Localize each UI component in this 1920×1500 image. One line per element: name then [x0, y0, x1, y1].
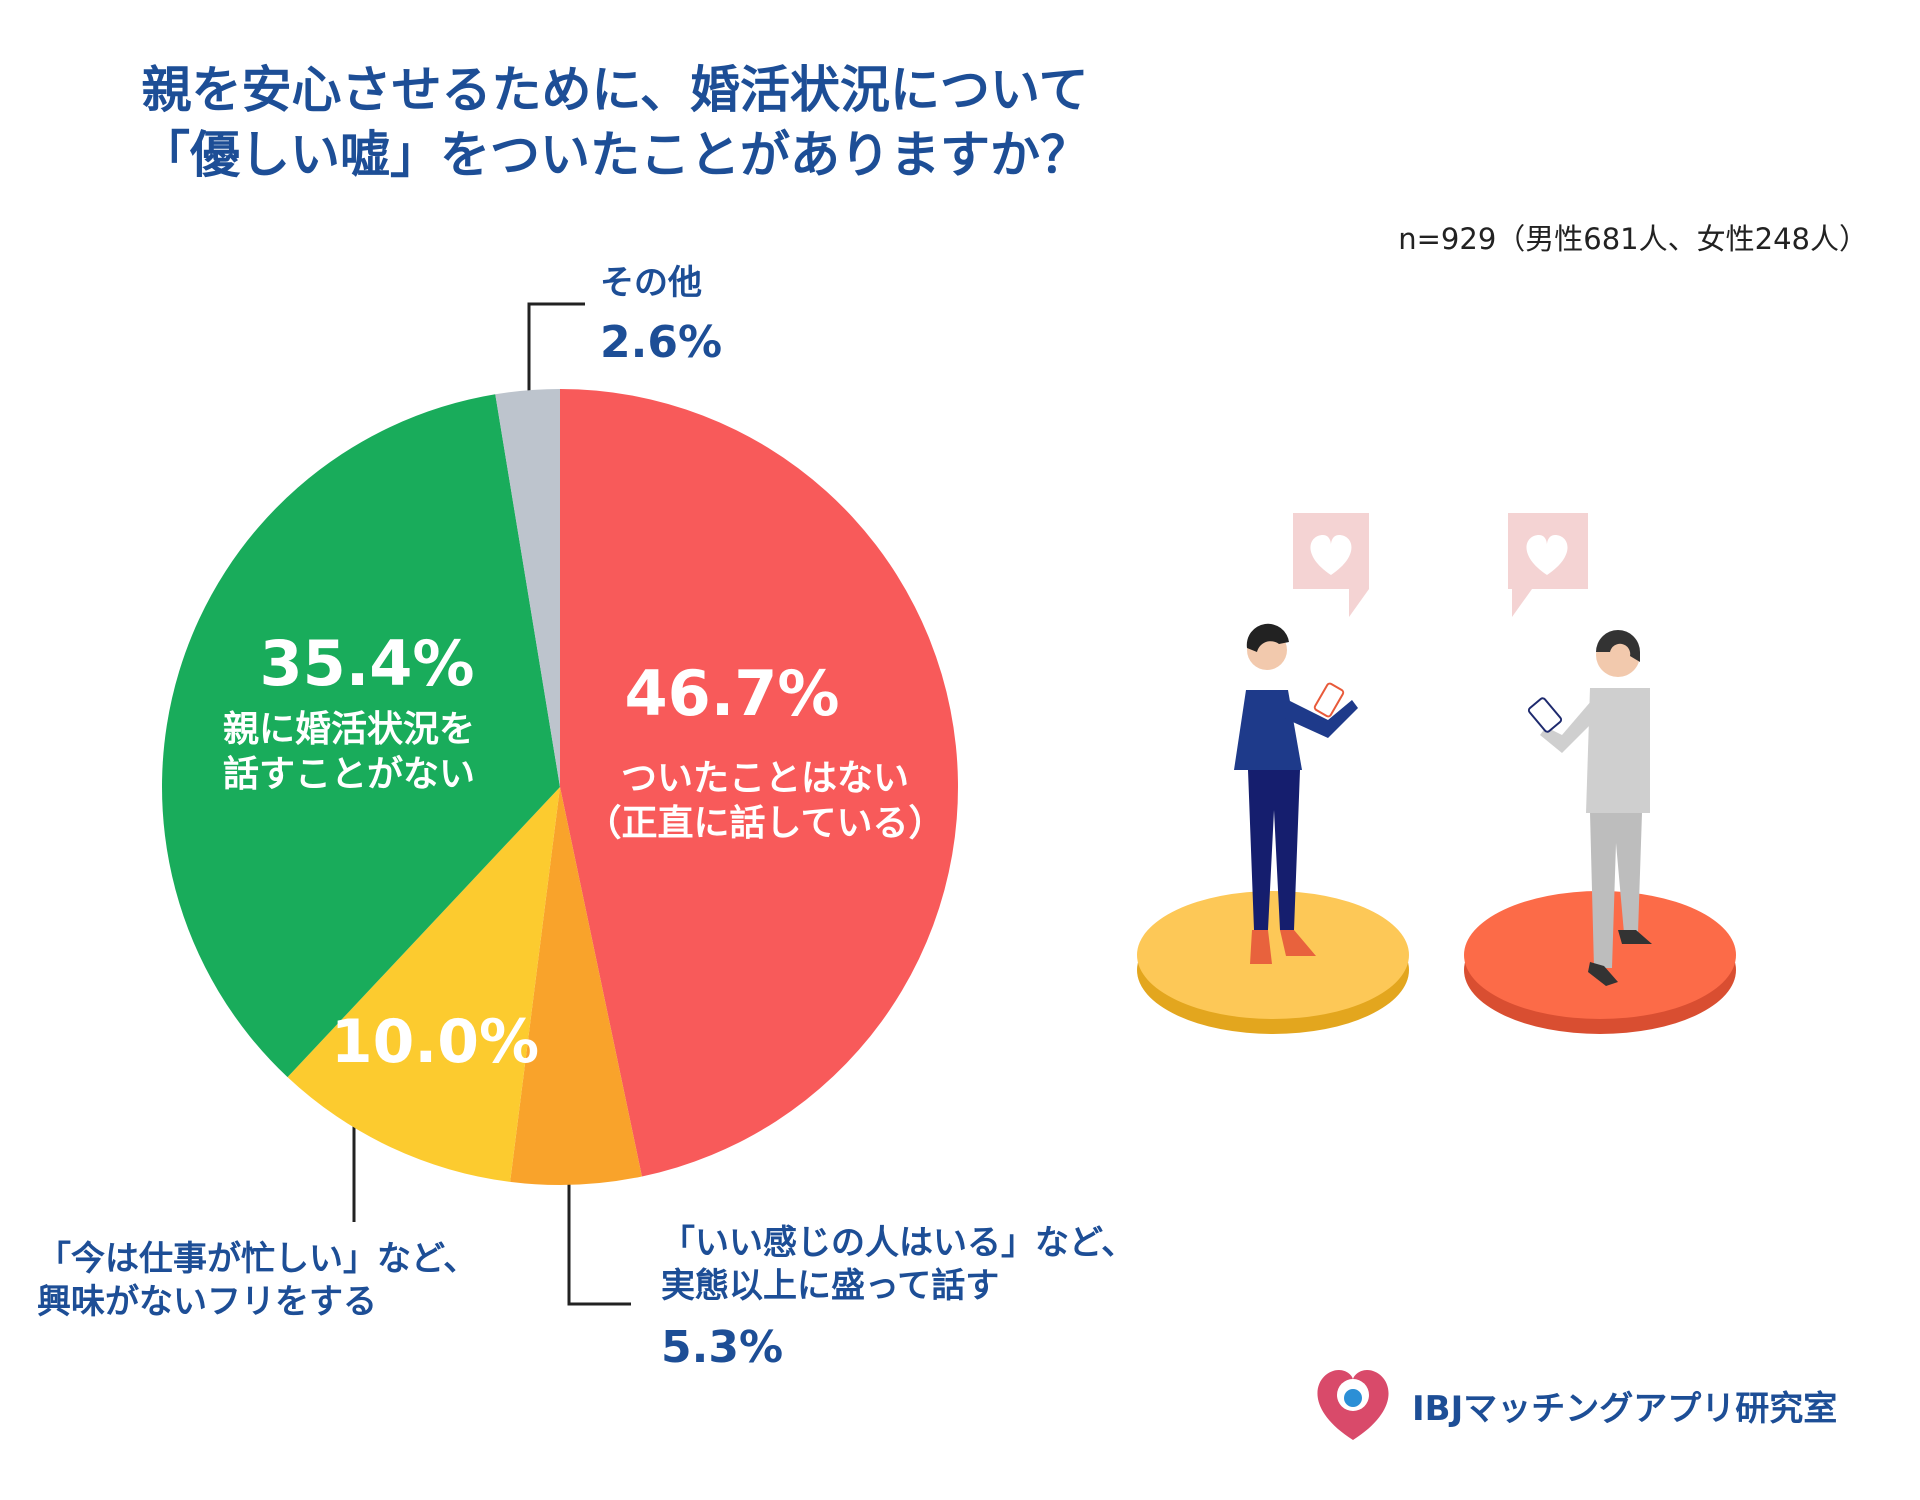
subtitle: n=929（男性681人、女性248人）	[1398, 222, 1868, 256]
value-label: 46.7%	[624, 657, 840, 730]
pie	[161, 389, 958, 1185]
brand: IBJマッチングアプリ研究室	[1412, 1389, 1838, 1429]
pie-slice	[560, 389, 958, 1177]
value-label: 2.6%	[600, 317, 723, 368]
category-label: 親に婚活状況を 話すことがない	[222, 709, 476, 795]
category-label: その他	[600, 263, 702, 303]
pie-slice	[287, 787, 560, 1182]
pie-slice	[161, 394, 560, 1078]
category-label: 「今は仕事が忙しい」など、 興味がないフリをする	[37, 1239, 478, 1322]
category-label: 「いい感じの人はいる」など、 実態以上に盛って話す	[661, 1223, 1136, 1306]
logo-icon	[1317, 1370, 1389, 1440]
leader-line	[567, 1149, 631, 1306]
category-label: ついたことはない （正直に話している）	[585, 758, 945, 844]
illustration	[1137, 513, 1736, 1034]
pie-slice	[510, 787, 642, 1185]
pie-slice	[495, 389, 560, 787]
value-label: 10.0%	[330, 1007, 540, 1077]
title: 親を安心させるために、婚活状況について 「優しい嘘」をついたことがありますか？	[140, 61, 1090, 184]
value-label: 5.3%	[661, 1322, 784, 1373]
value-label: 35.4%	[259, 627, 475, 700]
